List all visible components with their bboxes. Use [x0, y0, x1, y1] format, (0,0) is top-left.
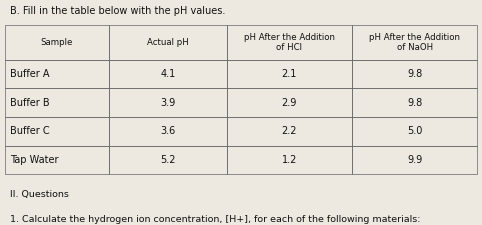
Bar: [227, 60, 352, 88]
Text: 2.9: 2.9: [282, 98, 297, 108]
Bar: [109, 146, 227, 174]
Bar: [109, 117, 227, 146]
Text: 5.2: 5.2: [160, 155, 175, 165]
Bar: [109, 25, 227, 60]
Text: Actual pH: Actual pH: [147, 38, 188, 47]
Bar: [352, 88, 477, 117]
Bar: [227, 146, 352, 174]
Text: pH After the Addition
of NaOH: pH After the Addition of NaOH: [369, 33, 460, 52]
Text: 3.6: 3.6: [160, 126, 175, 136]
Bar: [227, 117, 352, 146]
Text: 3.9: 3.9: [160, 98, 175, 108]
Bar: [5, 60, 109, 88]
Bar: [5, 88, 109, 117]
Text: 2.2: 2.2: [281, 126, 297, 136]
Text: Buffer A: Buffer A: [10, 69, 49, 79]
Text: 4.1: 4.1: [160, 69, 175, 79]
Text: pH After the Addition
of HCl: pH After the Addition of HCl: [244, 33, 335, 52]
Text: II. Questions: II. Questions: [10, 190, 68, 199]
Text: 1.2: 1.2: [282, 155, 297, 165]
Text: Tap Water: Tap Water: [10, 155, 58, 165]
Text: 9.8: 9.8: [407, 98, 422, 108]
Bar: [227, 88, 352, 117]
Bar: [352, 60, 477, 88]
Text: B. Fill in the table below with the pH values.: B. Fill in the table below with the pH v…: [10, 6, 225, 16]
Text: 1. Calculate the hydrogen ion concentration, [H+], for each of the following mat: 1. Calculate the hydrogen ion concentrat…: [10, 215, 420, 224]
Bar: [352, 146, 477, 174]
Bar: [227, 25, 352, 60]
Bar: [352, 117, 477, 146]
Text: Buffer B: Buffer B: [10, 98, 49, 108]
Text: 2.1: 2.1: [282, 69, 297, 79]
Text: 9.9: 9.9: [407, 155, 422, 165]
Text: 9.8: 9.8: [407, 69, 422, 79]
Text: 5.0: 5.0: [407, 126, 422, 136]
Bar: [109, 88, 227, 117]
Bar: [5, 25, 109, 60]
Bar: [352, 25, 477, 60]
Bar: [5, 146, 109, 174]
Bar: [109, 60, 227, 88]
Text: Sample: Sample: [40, 38, 73, 47]
Text: Buffer C: Buffer C: [10, 126, 49, 136]
Bar: [5, 117, 109, 146]
